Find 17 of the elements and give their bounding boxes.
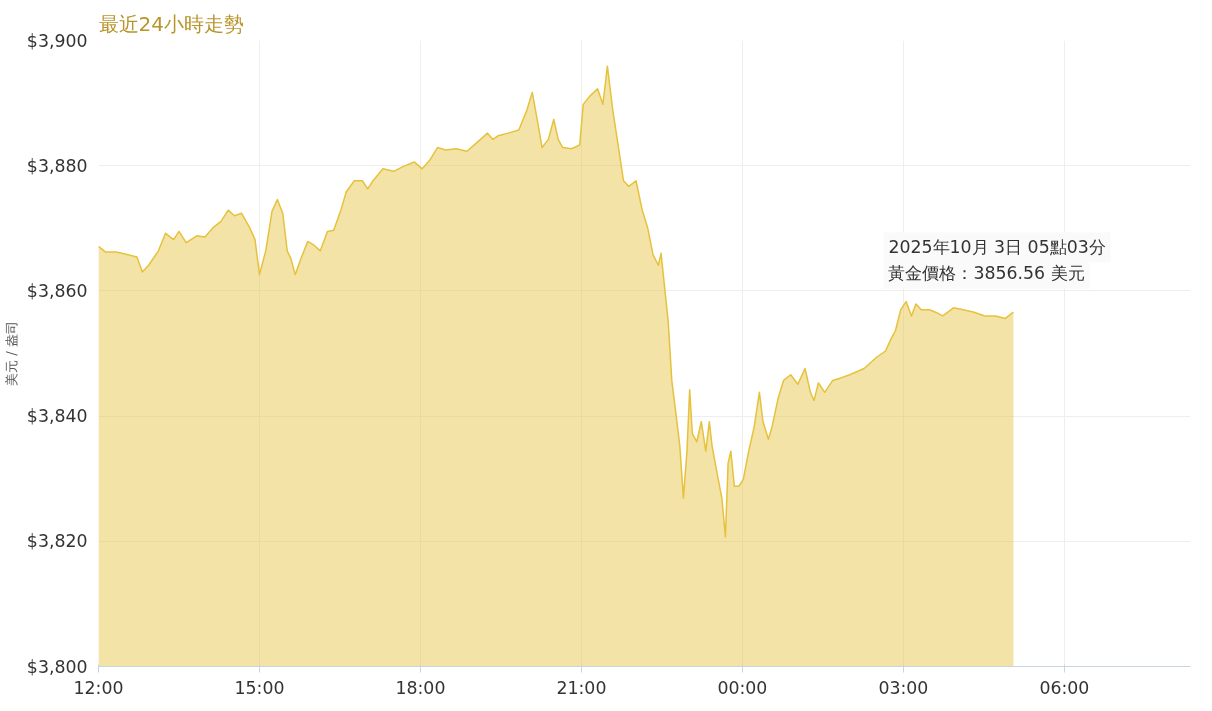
y-tick-label: $3,860	[26, 280, 88, 301]
y-tick-label: $3,840	[26, 406, 88, 427]
y-tick-label: $3,800	[26, 656, 88, 677]
y-tick-label: $3,900	[26, 30, 88, 51]
x-tick-label: 06:00	[1039, 677, 1090, 698]
annotation: 黃金價格：3856.56 美元	[888, 263, 1085, 284]
chart-title: 最近24小時走勢	[98, 11, 244, 36]
y-tick-label: $3,880	[26, 155, 88, 176]
x-tick-label: 15:00	[234, 677, 285, 698]
x-tick-label: 00:00	[717, 677, 768, 698]
x-tick-label: 12:00	[73, 677, 124, 698]
x-tick-label: 18:00	[395, 677, 446, 698]
x-tick-label: 03:00	[878, 677, 929, 698]
y-axis-title: 美元 / 盎司	[3, 321, 19, 386]
x-tick-label: 21:00	[556, 677, 607, 698]
y-tick-label: $3,820	[26, 531, 88, 552]
annotation: 2025年10月 3日 05點03分	[888, 237, 1106, 258]
